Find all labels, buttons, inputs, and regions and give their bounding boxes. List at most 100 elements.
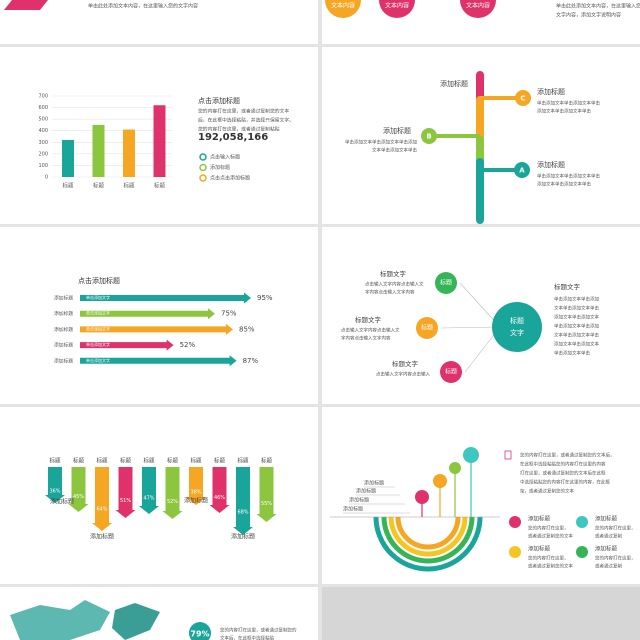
text: 51% (120, 498, 131, 504)
circle (325, 0, 361, 18)
text: 字内容点击输入文字内容 (365, 289, 415, 296)
text: 单击添加文字 (86, 310, 110, 316)
text: 文本内容 (466, 2, 490, 10)
arc (373, 516, 483, 572)
text: 79% (190, 630, 209, 639)
text: 单击此处添加文本内容，在这里输入您的 (556, 3, 640, 10)
text: 文字内容，添加文字说明内容 (556, 12, 621, 19)
text: 添加标题 (356, 488, 376, 495)
text: 单击此处添加文本内容，在这里输入您的文字内容 (88, 3, 198, 10)
circle (509, 516, 521, 528)
y-tick-label: 200 (38, 151, 48, 157)
text: 添加标题 (54, 357, 73, 364)
text: 标题 (49, 457, 61, 465)
text: 后，在此框中选择粘贴，并选择只保留文字。 (198, 117, 294, 124)
arrow (45, 467, 65, 503)
text: 单击添加文本单击 (554, 350, 590, 357)
y-tick-label: 100 (38, 163, 48, 169)
text: 单击添加文本单击添加文本单击 (537, 100, 600, 107)
text: 87% (243, 357, 259, 365)
text: 标题 (440, 279, 452, 287)
arc (395, 516, 461, 550)
legend-dot (199, 163, 207, 172)
arrow (233, 467, 253, 535)
text: 点击添加标题 (78, 276, 120, 285)
text: 添加标题 (184, 497, 208, 505)
text: 添加标题 (50, 498, 74, 506)
text: 点击输入标题 (210, 154, 240, 161)
arrow (186, 467, 206, 505)
text: 您的内容打在这里，或者通过复制您的文本 (198, 108, 289, 115)
text: 文本内容 (385, 2, 409, 10)
text: C (520, 95, 525, 103)
y-tick-label: 300 (38, 140, 48, 146)
arrow (80, 292, 251, 304)
circle (421, 128, 437, 144)
shape (4, 0, 48, 10)
text: 架，或者通过复制您的文本 (520, 488, 574, 495)
text: 点击输入文字内容点击输入 (376, 371, 430, 378)
text: 字内容点击输入文字内容 (341, 335, 391, 342)
text: 单击添加文本单击添加文本单击添加 (345, 139, 417, 146)
circle (415, 490, 429, 504)
text: 文本单击添加文本单击 (372, 147, 417, 154)
text: 标题 (167, 457, 179, 465)
text: 标题 (237, 457, 249, 465)
map (10, 600, 110, 640)
circle (379, 0, 415, 18)
arrow (256, 467, 277, 522)
text: 添加文本单击添加文本单击 (537, 181, 591, 188)
circle (514, 162, 530, 178)
arrow (115, 467, 136, 518)
text: 添加标题 (383, 126, 411, 135)
text: 47% (143, 496, 154, 502)
slide (322, 227, 640, 404)
slide (322, 407, 640, 584)
text: 添加标题 (595, 545, 618, 553)
map (112, 603, 160, 640)
text: 您的内容打在这里， (595, 555, 636, 562)
text: 您的内容打在这里， (528, 555, 569, 562)
text: 标题 (154, 182, 166, 190)
text: 标题 (190, 457, 202, 465)
text: 您的内容打在这里，或者通过复制您的文本后， (520, 452, 615, 459)
text: 文本单击添加文本单击 (554, 305, 599, 312)
circle (433, 474, 447, 488)
text: 55% (261, 501, 272, 507)
text: 添加文本单击添加文本单击 (537, 108, 591, 115)
text: 或者通过复制 (595, 563, 622, 570)
text: 点击输入文字内容点击输入文 (365, 281, 424, 288)
text: 点击点击添加标题 (210, 175, 250, 182)
circle (515, 90, 531, 106)
text: 或者通过复制 (595, 533, 622, 540)
y-tick-label: 500 (38, 117, 48, 123)
legend-dot (199, 153, 207, 161)
text: 75% (221, 310, 237, 318)
circle (576, 546, 588, 558)
bar (62, 139, 74, 177)
text: 您的内容打在这里，或者通过复制您的 (220, 627, 297, 634)
y-tick-label: 400 (38, 128, 48, 134)
text: 您的内容打在这里， (595, 525, 636, 532)
arrow (162, 467, 183, 519)
circle (435, 272, 457, 294)
y-tick-label: 0 (45, 175, 48, 181)
text: 标题 (93, 182, 105, 190)
text: 添加标题 (90, 533, 114, 541)
text: 单击添加文字 (86, 357, 110, 363)
text: 或者通过复制您的文本 (528, 563, 573, 570)
text: 标题 (445, 368, 457, 376)
text: 或者通过复制您的文本 (528, 533, 573, 540)
arrow (80, 355, 237, 367)
text: 点击输入文字内容点击输入文 (341, 327, 400, 334)
circle (576, 516, 588, 528)
text: 标题 (421, 324, 433, 332)
y-tick-label: 700 (38, 94, 48, 100)
text: 标题文字 (392, 359, 419, 368)
text: 添加标题 (54, 326, 73, 333)
text: 标题 (62, 182, 74, 190)
text: 68% (237, 509, 248, 515)
arc (388, 516, 468, 557)
circle (509, 546, 521, 558)
